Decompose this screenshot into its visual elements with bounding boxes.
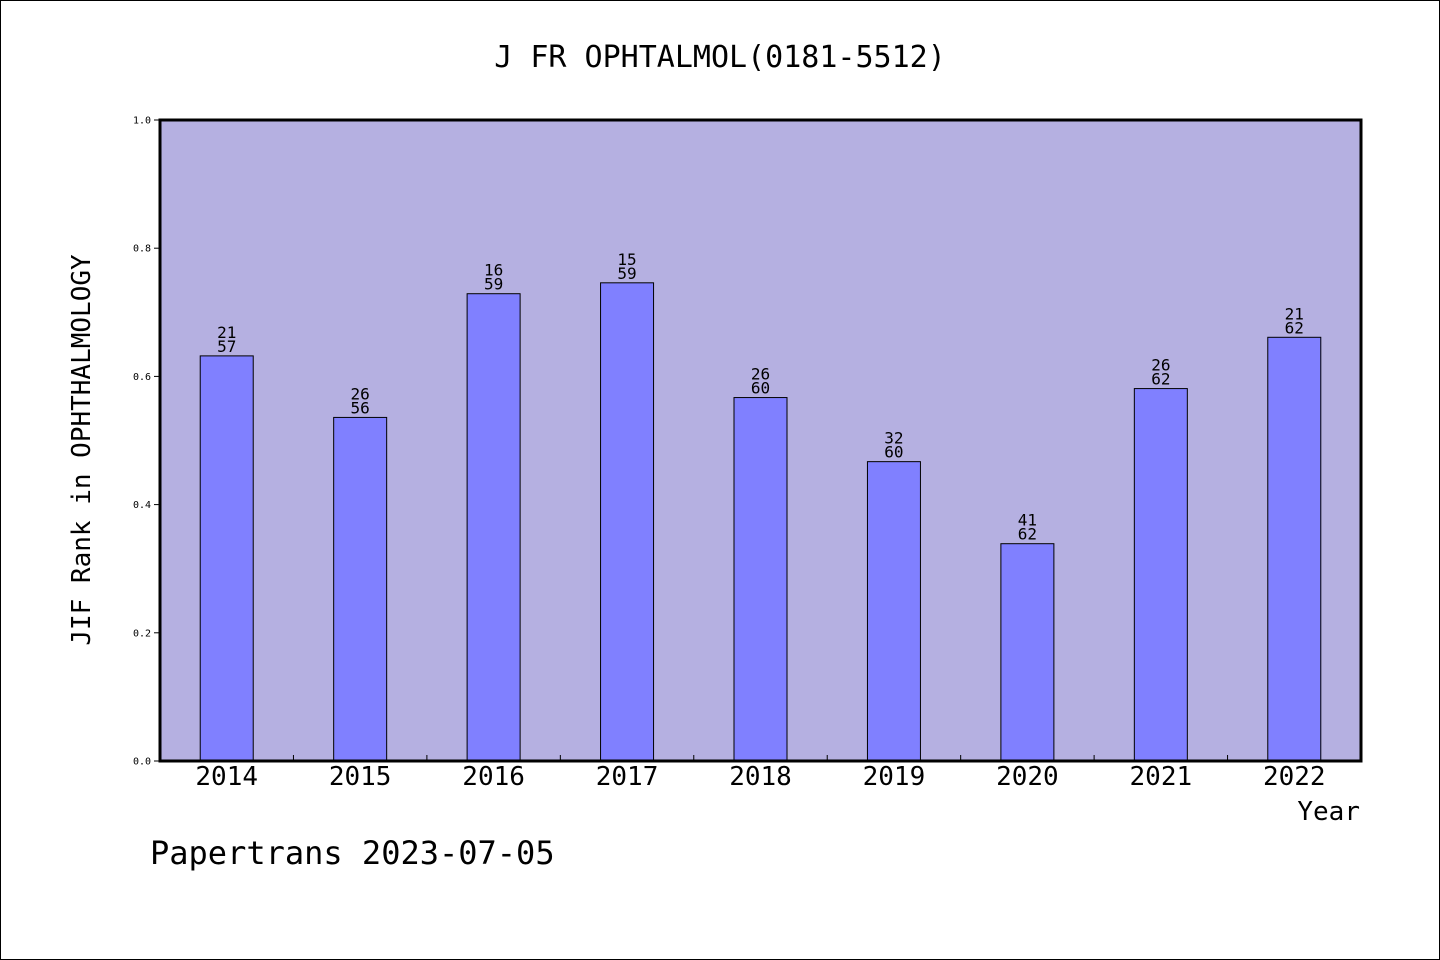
bar-label-2017-rank: 15 <box>617 250 636 269</box>
footer-text: Papertrans 2023-07-05 <box>150 834 555 872</box>
bar-label-2016-rank: 16 <box>484 261 503 280</box>
bar-label-2021-total: 62 <box>1151 370 1170 389</box>
bar-label-2022-rank: 21 <box>1285 304 1304 323</box>
y-tick-label-1.0: 1.0 <box>133 116 151 127</box>
x-axis: 2014 2015 2016 2017 2018 2019 2020 2021 2022 <box>195 755 1326 792</box>
bar-label-2018-rank: 26 <box>751 365 770 384</box>
y-tick-label-0.6: 0.6 <box>133 372 151 383</box>
x-tick-label-2017: 2017 <box>596 762 659 792</box>
bar-label-2019-total: 60 <box>884 443 903 462</box>
bar-2014 <box>199 355 254 762</box>
bar-2015 <box>333 416 388 762</box>
bar-label-2019-rank: 32 <box>884 429 903 448</box>
y-tick-label-0.2: 0.2 <box>133 628 151 639</box>
bar-label-2015-rank: 26 <box>351 384 370 403</box>
bar-label-2021-rank: 26 <box>1151 356 1170 375</box>
y-tick-label-0.8: 0.8 <box>133 244 151 255</box>
x-axis-label: Year <box>1297 797 1360 827</box>
x-tick-label-2020: 2020 <box>996 762 1059 792</box>
bar-label-2017-total: 59 <box>617 264 636 283</box>
bar-2021 <box>1133 388 1188 762</box>
bar-2022 <box>1267 336 1322 762</box>
bar-label-2020-total: 62 <box>1018 525 1037 544</box>
chart-title: J FR OPHTALMOL(0181-5512) <box>494 40 946 75</box>
bar-label-2014-rank: 21 <box>217 323 236 342</box>
y-axis-label: JIF Rank in OPHTHALMOLOGY <box>67 254 97 646</box>
plot-border <box>158 118 1363 763</box>
x-tick-label-2014: 2014 <box>195 762 258 792</box>
bar-label-2015-total: 56 <box>351 398 370 417</box>
x-tick-label-2018: 2018 <box>729 762 792 792</box>
y-tick-label-0.4: 0.4 <box>133 500 151 511</box>
bar-2018 <box>733 397 788 762</box>
bar-label-2022-total: 62 <box>1285 318 1304 337</box>
bar-2020 <box>1000 543 1055 762</box>
y-tick-label-0.0: 0.0 <box>133 757 151 768</box>
bar-label-2016-total: 59 <box>484 275 503 294</box>
x-tick-label-2022: 2022 <box>1263 762 1326 792</box>
bar-label-2014-total: 57 <box>217 337 236 356</box>
y-axis: 0.0 0.2 0.4 0.6 0.8 1.0 <box>133 116 160 768</box>
x-tick-label-2021: 2021 <box>1130 762 1193 792</box>
x-tick-label-2015: 2015 <box>329 762 392 792</box>
bar-2016 <box>466 293 521 762</box>
bar-2017 <box>600 282 655 762</box>
bar-2019 <box>866 461 921 762</box>
bar-label-2018-total: 60 <box>751 379 770 398</box>
x-tick-label-2019: 2019 <box>863 762 926 792</box>
bar-label-2020-rank: 41 <box>1018 511 1037 530</box>
bars-group <box>199 282 1322 762</box>
x-tick-label-2016: 2016 <box>462 762 525 792</box>
